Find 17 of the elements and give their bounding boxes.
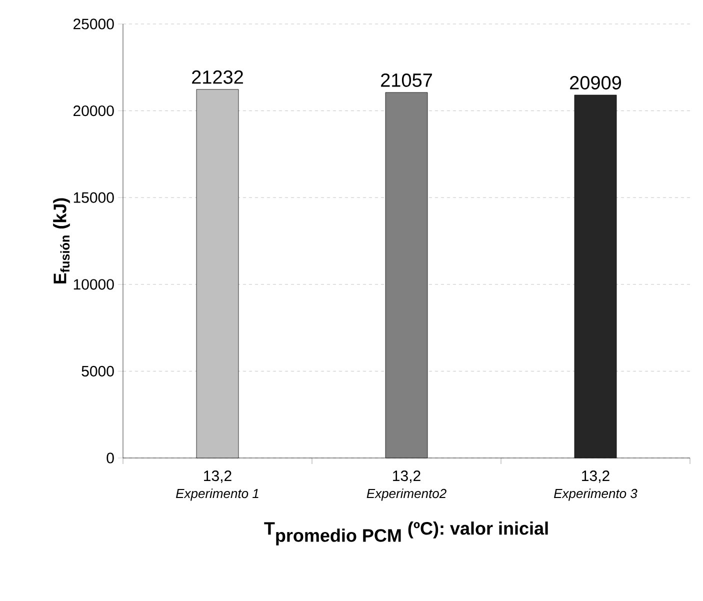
data-label: 21057 — [381, 73, 432, 87]
x-axis-title: $\textbf{T}_{\textbf{promedio PCM}}\textbf{ (ºC): valor inicial}$ — [264, 522, 548, 546]
text: Experimento2 — [366, 488, 446, 501]
x-tick-label: 13,2 — [204, 470, 232, 483]
y-tick-label: 20000 — [74, 105, 114, 116]
x-tick-label: 13,2 — [582, 470, 610, 483]
y-tick-label: 5000 — [82, 366, 114, 376]
y-tick-label: 25000 — [74, 18, 114, 30]
text: Experimento 3 — [554, 488, 638, 501]
data-label: 21232 — [192, 70, 243, 84]
y-axis-title: E$_{fusión}$ (kJ) — [53, 198, 70, 284]
y-tick-label: 0 — [106, 452, 114, 464]
data-label: 20909 — [570, 76, 622, 90]
y-tick-label: 10000 — [74, 279, 114, 290]
y-tick-label: 15000 — [74, 192, 114, 203]
text: Experimento 1 — [176, 488, 258, 501]
x-tick-label: 13,2 — [393, 470, 420, 483]
